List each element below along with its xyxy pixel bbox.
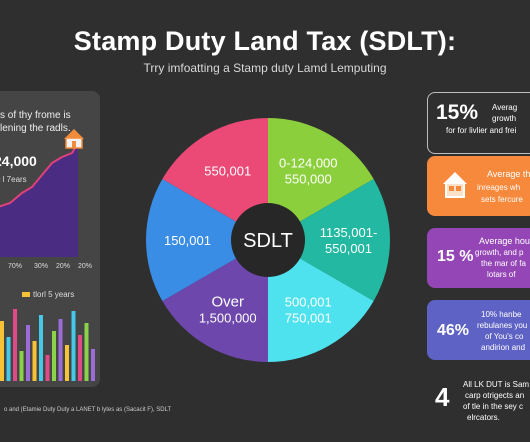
card-1-line-1: Averag xyxy=(492,103,518,112)
card-2-line-1: Average tho xyxy=(487,169,530,179)
area-fill xyxy=(0,143,78,257)
pie-slice-1 xyxy=(268,118,374,240)
card-4-value: 46% xyxy=(437,322,470,339)
pie-label-4-1: Over xyxy=(211,294,244,311)
pie-center-hole xyxy=(231,203,305,277)
card-5-value: 4 xyxy=(435,382,450,412)
card-4-line-2: rebulanes you xyxy=(477,321,528,330)
house-icon xyxy=(64,129,84,149)
card-3-line-2: growth, and p xyxy=(475,248,524,257)
pie-label-3-1: 500,001 xyxy=(285,295,332,310)
card-3-line-3: the mar of fa xyxy=(481,259,526,268)
left-bar-3 xyxy=(13,309,17,381)
footnote: o and (Etamie Duty Duty a LANET b lytes … xyxy=(4,407,172,413)
pie-label-4-2: 1,500,000 xyxy=(199,311,257,326)
card-1-line-2: growth xyxy=(492,114,517,123)
axis-label-1: 70% xyxy=(8,263,23,270)
trend-line xyxy=(0,142,79,208)
left-bar-chart xyxy=(0,309,95,381)
card-5-line-4: elrcators. xyxy=(467,413,500,422)
left-panel-value: 24,000 xyxy=(0,153,37,169)
left-bar-12 xyxy=(71,311,76,381)
left-bar-9 xyxy=(52,331,56,381)
card-3-line-1: Average hou xyxy=(479,236,530,246)
left-legend: tlorl 5 years xyxy=(0,290,74,299)
left-panel-line-2: lening the radls. xyxy=(0,123,71,134)
pie-slice-3 xyxy=(268,240,374,362)
card-2-line-3: sets fercure xyxy=(481,195,523,204)
pie-slice-5 xyxy=(145,179,268,301)
left-bar-14 xyxy=(84,323,89,381)
left-line-chart xyxy=(0,129,84,257)
left-bar-13 xyxy=(78,335,82,381)
axis-label-3: 20% xyxy=(56,263,71,270)
card-5-line-2: carp otrigects an xyxy=(465,391,525,400)
stat-card-1: 15% Averag growth for for livlier and fr… xyxy=(427,92,530,154)
pie-label-1-2: 550,000 xyxy=(285,171,332,186)
left-panel: s of thy frome is lening the radls. 24,0… xyxy=(0,91,100,387)
left-bar-10 xyxy=(58,319,63,381)
pie-slice-6 xyxy=(162,118,268,240)
left-panel-small: 0 l 7ears xyxy=(0,175,27,184)
house-icon xyxy=(443,172,467,198)
left-bar-8 xyxy=(45,355,50,381)
stat-card-5: 4 All LK DUT is Sam carp otrigects an of… xyxy=(433,380,530,430)
left-bar-7 xyxy=(39,315,43,381)
left-panel-line-1: s of thy frome is xyxy=(0,110,71,121)
axis-label-2: 30% xyxy=(34,263,49,270)
card-2-line-2: inreages wh xyxy=(477,183,521,192)
card-1-line-3: for for livlier and frei xyxy=(446,126,517,135)
card-4-line-4: andirion and xyxy=(481,343,526,352)
left-bar-6 xyxy=(32,341,37,381)
stat-card-3: 15 % Average hou growth, and p the mar o… xyxy=(427,228,530,288)
card-1-value: 15% xyxy=(436,101,479,124)
pie-label-1-1: 0-124,000 xyxy=(279,155,338,170)
pie-label-3-2: 750,001 xyxy=(285,311,332,326)
stat-card-2: Average tho inreages wh sets fercure xyxy=(427,156,530,216)
pie-slice-4 xyxy=(162,240,268,362)
pie-label-6-1: 550,001 xyxy=(204,163,251,178)
left-bar-15 xyxy=(91,349,95,381)
card-5-line-3: of tle in the sey c xyxy=(463,402,524,411)
stat-card-4: 46% 10% hanbe rebulanes you of You's co … xyxy=(427,300,530,360)
legend-text: tlorl 5 years xyxy=(33,290,75,299)
pie-slice-2 xyxy=(268,179,390,301)
pie-label-2-1: 1135,001- xyxy=(320,225,378,240)
pie-center-label: SDLT xyxy=(243,230,293,252)
page-title: Stamp Duty Land Tax (SDLT): xyxy=(73,26,457,56)
card-4-line-3: of You's co xyxy=(485,332,524,341)
card-3-value: 15 % xyxy=(437,248,474,265)
card-5-line-1: All LK DUT is Sam xyxy=(463,380,530,389)
left-bar-4 xyxy=(19,351,24,381)
left-bar-11 xyxy=(65,345,69,381)
left-bar-2 xyxy=(6,337,11,381)
card-4-line-1: 10% hanbe xyxy=(481,310,522,319)
pie-label-5-1: 150,001 xyxy=(164,233,211,248)
pie-label-2-2: 550,001 xyxy=(325,241,372,256)
left-bar-1 xyxy=(0,321,4,381)
left-bar-5 xyxy=(26,325,30,381)
page-subtitle: Trry imfoatting a Stamp duty Lamd Lemput… xyxy=(143,61,387,75)
card-3-line-4: lotars of xyxy=(487,270,516,279)
axis-label-4: 20% xyxy=(78,263,93,270)
legend-swatch xyxy=(22,292,30,297)
